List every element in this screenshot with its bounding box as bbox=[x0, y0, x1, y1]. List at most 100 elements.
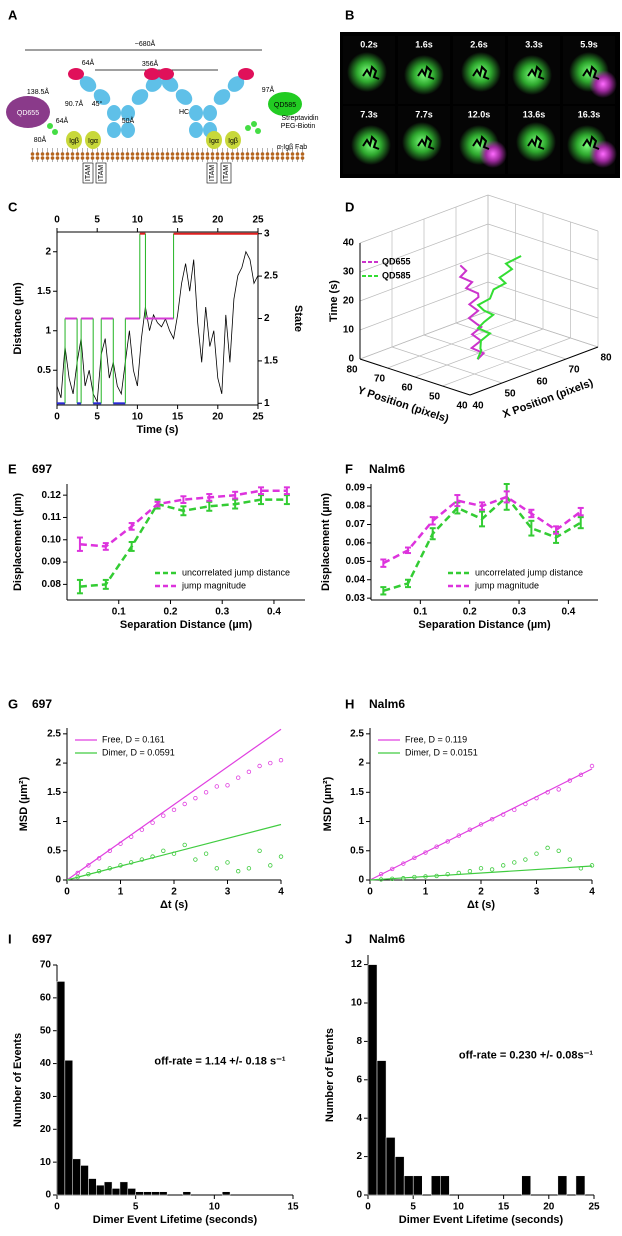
y-tick-label: 0.06 bbox=[346, 538, 366, 549]
bar bbox=[88, 1178, 97, 1196]
diagram-label: Streptavidin bbox=[282, 115, 319, 122]
marker bbox=[118, 863, 123, 868]
top-tick-label: 5 bbox=[94, 215, 100, 226]
panel-label: A bbox=[8, 7, 18, 22]
marker bbox=[545, 790, 550, 795]
marker bbox=[578, 772, 584, 777]
marker bbox=[567, 857, 572, 862]
x-tick-label: 0 bbox=[54, 1202, 60, 1213]
bar bbox=[440, 1175, 450, 1196]
bar bbox=[412, 1175, 423, 1196]
y-tick-label: 12 bbox=[351, 959, 363, 970]
bar bbox=[557, 1175, 568, 1196]
marker bbox=[378, 871, 384, 877]
marker bbox=[75, 870, 80, 876]
legend-label: QD585 bbox=[382, 270, 411, 280]
time-label: 7.7s bbox=[415, 109, 433, 119]
marker bbox=[182, 801, 187, 807]
marker bbox=[589, 763, 595, 769]
error-bar bbox=[577, 516, 584, 530]
error-bar bbox=[76, 578, 83, 595]
y-tick-label: 1 bbox=[45, 325, 51, 336]
error-bar bbox=[405, 578, 412, 589]
y-tick-label: 2 bbox=[356, 1151, 362, 1162]
y-tick-label: 4 bbox=[356, 1113, 362, 1124]
x-tick-label: 3 bbox=[225, 887, 231, 898]
marker bbox=[107, 848, 112, 853]
marker bbox=[567, 778, 572, 783]
x-tick-label: 20 bbox=[543, 1202, 555, 1213]
ig-alpha-beta bbox=[66, 131, 241, 149]
panel-label: H bbox=[345, 696, 354, 711]
trajectory bbox=[472, 135, 490, 150]
x-tick-label: 0.3 bbox=[215, 607, 229, 618]
bar bbox=[127, 1188, 136, 1196]
diagram-label: Igα bbox=[88, 138, 98, 145]
marker bbox=[390, 876, 395, 882]
error-bar bbox=[380, 586, 387, 596]
bar bbox=[521, 1175, 531, 1196]
y-tick-label: 80 bbox=[346, 365, 358, 376]
fluorescence-spot bbox=[589, 140, 617, 168]
time-label: 1.6s bbox=[415, 39, 433, 49]
bar bbox=[394, 1156, 405, 1196]
error-bar bbox=[528, 519, 535, 537]
error-bar bbox=[102, 578, 109, 590]
diagram-label: 97Å bbox=[262, 85, 275, 94]
marker bbox=[203, 790, 209, 795]
panel-label: J bbox=[345, 931, 352, 946]
y-axis-label: Distance (µm) bbox=[12, 282, 24, 355]
x-axis-label: Dimer Event Lifetime (seconds) bbox=[93, 1214, 258, 1226]
trajectory bbox=[476, 255, 522, 360]
diagram-label: 80Å bbox=[34, 135, 47, 144]
marker bbox=[150, 820, 155, 825]
y-tick-label: 50 bbox=[40, 1025, 52, 1036]
marker bbox=[423, 874, 428, 879]
line bbox=[79, 489, 287, 548]
diagram-label: ~680Å bbox=[135, 39, 156, 48]
y-tick-label: 0.5 bbox=[37, 365, 51, 376]
panel-title: Nalm6 bbox=[369, 697, 405, 711]
y-tick-label: 1 bbox=[55, 816, 61, 827]
x-axis-label: Separation Distance (µm) bbox=[120, 619, 253, 631]
error-bar bbox=[206, 493, 213, 502]
x-tick-label: 80 bbox=[600, 353, 612, 364]
bar bbox=[431, 1175, 441, 1196]
panel-title: 697 bbox=[32, 932, 52, 946]
marker bbox=[445, 871, 450, 877]
diagram-label: 64Å bbox=[82, 58, 95, 67]
x-tick-label: 0.1 bbox=[112, 607, 126, 618]
marker bbox=[203, 851, 209, 856]
y-axis-label: MSD (µm²) bbox=[18, 776, 30, 831]
bar bbox=[385, 1137, 396, 1196]
marker bbox=[139, 857, 145, 862]
x-tick-label: 15 bbox=[172, 412, 184, 423]
y-tick-label: 50 bbox=[429, 392, 441, 403]
x-tick-label: 10 bbox=[453, 1202, 465, 1213]
x-tick-label: 10 bbox=[132, 412, 144, 423]
marker bbox=[118, 841, 123, 846]
y-tick-label: 1.5 bbox=[37, 286, 51, 297]
diagram-label: QD655 bbox=[17, 110, 39, 117]
marker bbox=[278, 854, 284, 859]
bar bbox=[367, 964, 378, 1196]
legend-label: uncorrelated jump distance bbox=[475, 567, 583, 577]
time-label: 7.3s bbox=[360, 109, 378, 119]
marker bbox=[512, 860, 517, 865]
annotation: off-rate = 0.230 +/- 0.08s⁻¹ bbox=[459, 1050, 594, 1062]
line bbox=[66, 728, 282, 881]
panel-title: 697 bbox=[32, 697, 52, 711]
y-tick-label: 60 bbox=[40, 992, 52, 1003]
y-tick-label: 2.5 bbox=[350, 728, 364, 739]
quantum-dot bbox=[6, 96, 50, 128]
bar bbox=[403, 1175, 414, 1196]
x-tick-label: 0.3 bbox=[512, 607, 526, 618]
marker bbox=[257, 848, 262, 853]
y-tick-label: 0.07 bbox=[346, 519, 366, 530]
fluorescence-spot bbox=[589, 70, 617, 98]
grid-line bbox=[387, 319, 516, 369]
y-axis-label: Displacement (µm) bbox=[12, 493, 24, 591]
x-tick-label: 25 bbox=[588, 1202, 600, 1213]
diagram bbox=[6, 49, 305, 184]
